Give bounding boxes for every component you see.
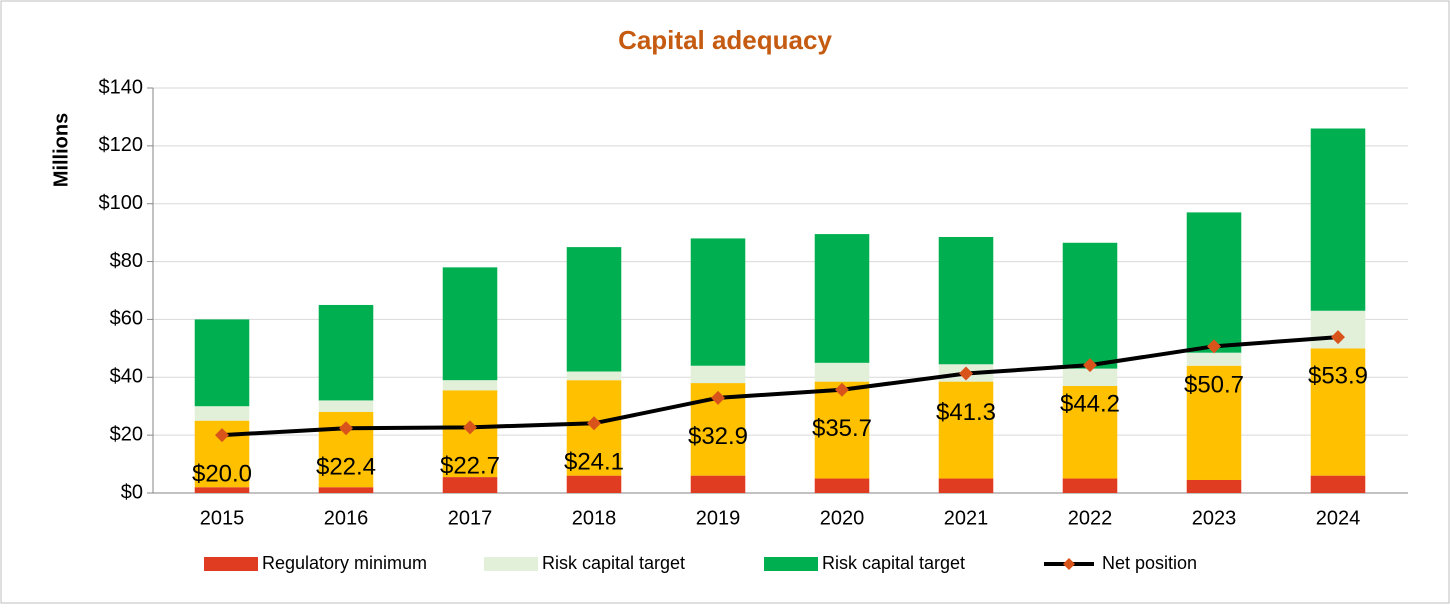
marker [463,420,477,435]
y-tick-label: $0 [121,481,143,503]
x-tick-label: 2022 [1068,507,1113,529]
y-tick-label: $140 [99,76,144,98]
bar-segment [1062,368,1118,386]
bar-segment [938,381,994,479]
legend-swatch [204,557,258,571]
data-label: $32.9 [688,423,748,450]
y-axis-label: Millions [50,113,72,187]
bar-segment [566,371,622,381]
bar-segment [442,380,498,391]
bar-segment [1062,242,1118,369]
legend-swatch [484,557,538,571]
legend-swatch [764,557,818,571]
bar-segment [690,475,746,493]
bar-segment [1062,478,1118,493]
bar-segment [1310,128,1366,311]
bar-segment [318,304,374,401]
bar-segment [1186,365,1242,480]
marker [587,416,601,431]
y-tick-label: $120 [99,134,144,156]
x-tick-label: 2019 [696,507,741,529]
legend-label: Risk capital target [542,553,685,573]
data-label: $24.1 [564,449,624,476]
data-label: $50.7 [1184,372,1244,399]
marker [1083,358,1097,373]
bar-segment [1062,385,1118,479]
bar-segment [814,234,870,363]
x-tick-label: 2021 [944,507,989,529]
legend-marker [1063,558,1075,570]
marker [711,390,725,405]
bar-segment [442,477,498,493]
y-tick-label: $80 [110,250,143,272]
bar-segment [938,236,994,365]
marker [215,428,229,443]
data-label: $22.7 [440,453,500,480]
bar-segment [566,475,622,493]
bar-segment [194,319,250,407]
bar-segment [690,238,746,366]
marker [339,421,353,436]
x-tick-label: 2024 [1316,507,1361,529]
bar-segment [690,365,746,384]
data-label: $22.4 [316,454,376,481]
x-tick-label: 2023 [1192,507,1237,529]
x-tick-label: 2015 [200,507,245,529]
bar-segment [566,247,622,372]
line [221,335,1339,438]
y-tick-label: $100 [99,192,144,214]
marker [1207,339,1221,354]
data-label: $53.9 [1308,362,1368,389]
bar-segment [194,487,250,493]
legend-label: Net position [1102,553,1197,573]
marker [1331,330,1345,345]
x-tick-label: 2016 [324,507,369,529]
bar-segment [938,478,994,493]
bar-segment [318,400,374,412]
data-label: $44.2 [1060,390,1120,417]
bar-segment [194,406,250,421]
y-tick-label: $60 [110,308,143,330]
x-tick-label: 2017 [448,507,493,529]
legend-label: Regulatory minimum [262,553,427,573]
data-label: $20.0 [192,460,252,487]
legend-label: Risk capital target [822,553,965,573]
chart-title: Capital adequacy [618,25,832,55]
bar-segment [1186,352,1242,366]
marker [959,366,973,381]
bar-segment [1186,479,1242,493]
bar-segment [814,478,870,493]
y-tick-label: $20 [110,423,143,445]
y-tick-label: $40 [110,366,143,388]
data-label: $41.3 [936,399,996,426]
x-tick-label: 2020 [820,507,865,529]
data-label: $35.7 [812,415,872,442]
bar-segment [1186,212,1242,353]
x-tick-label: 2018 [572,507,617,529]
bar-segment [1310,348,1366,476]
bar-segment [318,487,374,493]
marker [835,382,849,397]
bar-segment [814,381,870,479]
bar-segment [814,362,870,382]
bar-segment [442,267,498,381]
bar-segment [1310,475,1366,493]
